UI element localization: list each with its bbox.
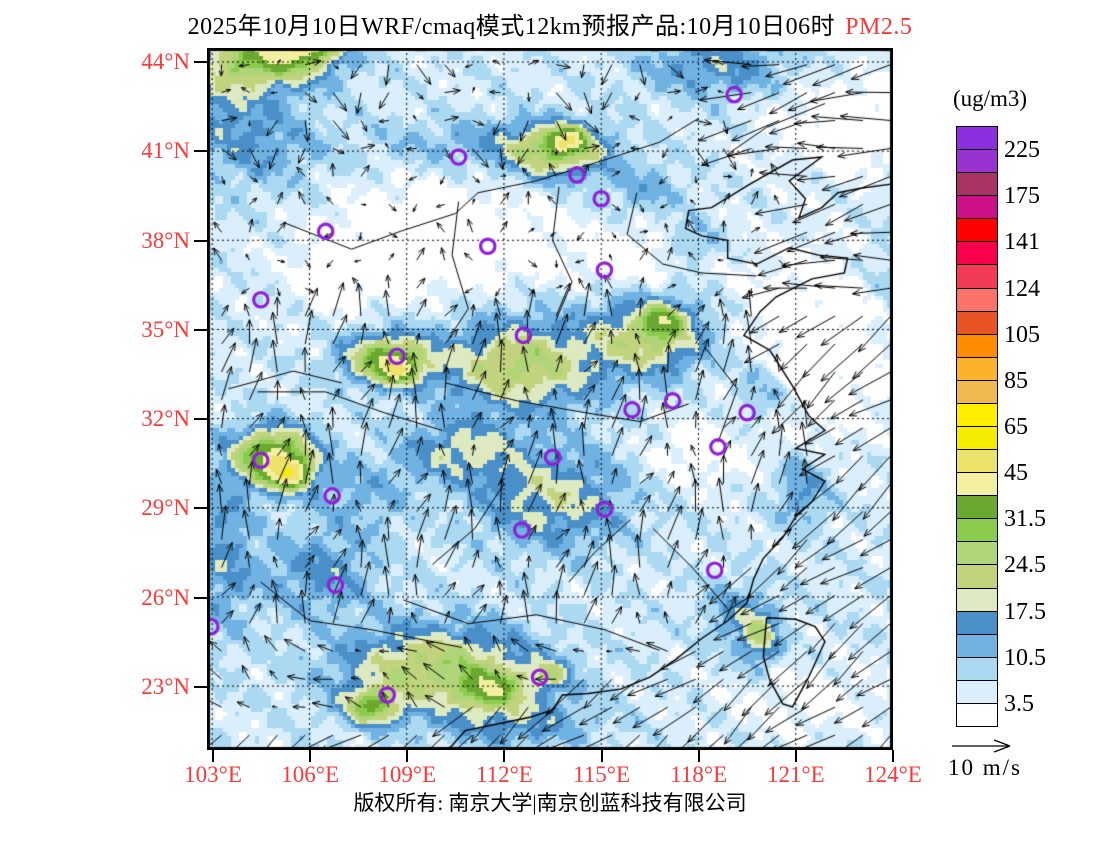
colorbar-tick-label: 225 (1004, 137, 1040, 164)
lat-axis-tick (194, 61, 207, 63)
lat-axis-label: 29°N (141, 495, 190, 521)
lon-axis-tick (212, 750, 214, 762)
lon-axis-label: 121°E (766, 762, 825, 787)
colorbar-swatch (957, 704, 997, 726)
lon-axis-tick (891, 750, 894, 762)
colorbar-tick-label: 17.5 (1004, 598, 1046, 625)
lon-axis-tick (503, 750, 506, 762)
lat-axis-label: 38°N (141, 227, 190, 253)
wind-speed-label: 10 m/s (948, 755, 1022, 780)
colorbar-swatch (957, 519, 997, 542)
colorbar-swatch (957, 473, 997, 496)
lon-axis-tick (600, 750, 603, 762)
colorbar-swatch (957, 635, 997, 658)
colorbar-swatch (957, 127, 997, 150)
colorbar-swatch (957, 658, 997, 681)
lat-axis-label: 32°N (141, 406, 190, 432)
lon-axis-label: 118°E (670, 762, 728, 787)
lat-axis-label: 35°N (141, 316, 190, 342)
colorbar-swatch (957, 542, 997, 565)
lat-axis-tick (194, 328, 207, 331)
lon-axis-tick (406, 750, 409, 762)
colorbar-swatch (957, 427, 997, 450)
wind-scale-legend: 10 m/s (948, 735, 1058, 781)
colorbar-tick-label: 105 (1004, 321, 1040, 348)
colorbar-swatch (957, 612, 997, 635)
colorbar-swatch (957, 589, 997, 612)
colorbar-swatch (957, 358, 997, 381)
colorbar-legend (956, 126, 998, 727)
copyright-footer: 版权所有: 南京大学|南京创蓝科技有限公司 (353, 791, 747, 815)
wind-reference-arrow-icon (952, 739, 1011, 753)
lat-axis-label: 41°N (141, 138, 190, 164)
forecast-map-canvas (207, 48, 893, 750)
lat-axis-tick (194, 418, 207, 421)
colorbar-tick-label: 24.5 (1004, 552, 1046, 579)
lon-axis-tick (697, 750, 700, 762)
colorbar-swatch (957, 173, 997, 196)
lat-axis-label: 44°N (141, 49, 190, 74)
colorbar-tick-label: 85 (1004, 367, 1028, 394)
page-title: 2025年10月10日WRF/cmaq模式12km预报产品:10月10日06时 P… (0, 6, 1100, 41)
colorbar-swatch (957, 404, 997, 427)
lon-axis-label: 115°E (573, 762, 630, 787)
map-panel (207, 48, 893, 750)
title-pollutant: PM2.5 (845, 14, 913, 40)
colorbar-swatch (957, 219, 997, 242)
lon-axis-tick (794, 750, 797, 762)
colorbar-tick-label: 45 (1004, 460, 1028, 487)
lon-axis-label: 103°E (184, 762, 242, 787)
colorbar-swatch (957, 565, 997, 589)
colorbar-tick-label: 31.5 (1004, 506, 1046, 533)
lat-axis-tick (194, 686, 207, 689)
colorbar-tick-label: 141 (1004, 229, 1040, 256)
lon-axis-label: 109°E (378, 762, 437, 787)
colorbar-swatch (957, 242, 997, 265)
colorbar-tick-label: 3.5 (1004, 690, 1034, 717)
colorbar-tick-label: 124 (1004, 275, 1040, 302)
colorbar-swatch (957, 496, 997, 519)
lat-axis-tick (194, 507, 207, 510)
colorbar-swatch (957, 196, 997, 219)
colorbar-swatch (957, 681, 997, 704)
lat-axis-tick (194, 596, 207, 599)
lon-axis-label: 124°E (864, 762, 922, 787)
colorbar-swatch (957, 381, 997, 404)
colorbar-tick-label: 65 (1004, 414, 1028, 440)
colorbar-swatch (957, 265, 997, 289)
colorbar-swatch (957, 289, 997, 312)
colorbar-tick-label: 10.5 (1004, 644, 1046, 671)
lon-axis-tick (309, 750, 312, 762)
colorbar-tick-label: 175 (1004, 183, 1040, 210)
colorbar-swatch (957, 450, 997, 473)
lat-axis-tick (194, 150, 207, 153)
colorbar-swatch (957, 312, 997, 335)
colorbar-swatch (957, 150, 997, 173)
colorbar-unit-label: (ug/m3) (952, 86, 1028, 111)
lat-axis-label: 23°N (141, 674, 190, 700)
title-text: 2025年10月10日WRF/cmaq模式12km预报产品:10月10日06时 (187, 14, 836, 40)
lon-axis-label: 112°E (475, 762, 533, 787)
lat-axis-label: 26°N (141, 584, 190, 610)
lon-axis-label: 106°E (281, 762, 339, 787)
lat-axis-tick (194, 239, 207, 242)
colorbar-swatch (957, 335, 997, 358)
